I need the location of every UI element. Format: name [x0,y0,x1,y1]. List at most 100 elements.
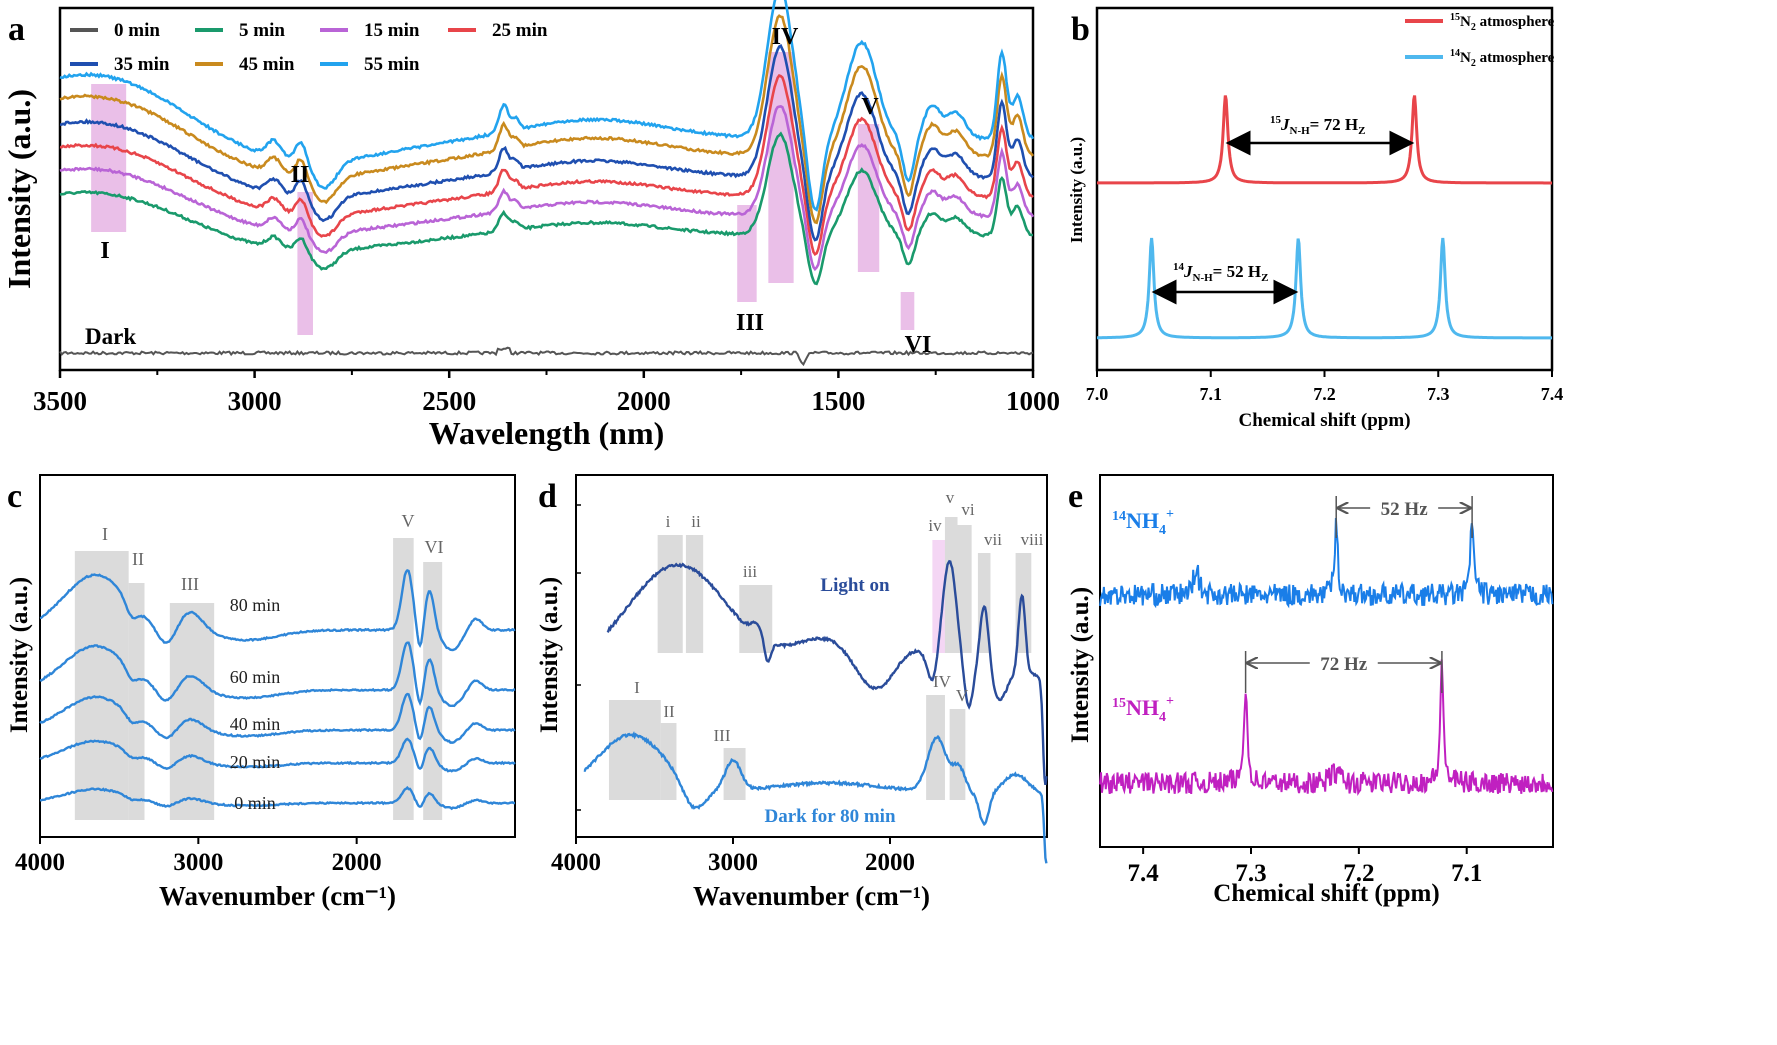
xtick-label-b-2: 7.2 [1313,384,1336,404]
legend-a-label-1: 5 min [239,20,285,41]
legend-a-label-2: 15 min [364,20,420,41]
panel-c: c I II III V VI 80 min 60 min 40 min 20 min 0 min 4… [0,465,530,1045]
xtick-label-d-2: 2000 [865,849,915,876]
band-label-d-dark-2: III [714,726,731,745]
series-c-0-line [39,568,516,652]
xtick-label-c-1: 3000 [173,849,223,876]
band-label-d-light-6: vii [984,530,1002,549]
series-e-0-line [1099,517,1554,609]
band-label-d-dark-3: IV [933,672,952,691]
band-label-a-0: I [100,238,109,264]
band-d-dark-0 [608,700,661,800]
panel-letter-c: c [7,478,22,515]
series-a-4-line [59,44,1034,242]
band-d-light-2 [739,585,773,653]
band-c-1 [128,583,145,820]
band-label-c-2: III [181,574,199,594]
series-d-light-line [606,559,1048,785]
ylabel-e: Intensity (a.u.) [1067,587,1094,743]
j-label-e-0: 52 Hz [1381,499,1429,520]
legend-a-label-6: 55 min [364,54,420,75]
band-label-d-light-0: i [666,512,671,531]
xtick-label-e-2: 7.2 [1343,860,1374,887]
xtick-label-e-3: 7.1 [1451,860,1482,887]
j-label-e-1: 72 Hz [1320,654,1368,675]
band-d-light-1 [685,535,704,653]
series-a-0-line [59,346,1034,367]
band-a-0 [91,84,127,232]
j-label-b-1: 14JN-H= 52 HZ [1173,261,1268,284]
xtick-label-e-1: 7.3 [1235,860,1266,887]
band-label-a-4: V [861,94,879,120]
xtick-label-c-2: 2000 [332,849,382,876]
band-label-c-3: V [402,511,415,531]
legend-a-label-3: 25 min [492,20,548,41]
curve-label-d-1: Dark for 80 min [764,806,895,827]
band-label-a-2: III [736,310,764,336]
xtick-label-e-0: 7.4 [1128,860,1160,887]
series-c-2-line [39,692,516,744]
ylabel-a: Intensity (a.u.) [1,89,37,289]
xtick-label-b-1: 7.1 [1200,384,1223,404]
panel-e: e 14NH4+ 15NH4+ 52 Hz 72 Hz 7.4 7.3 7.2 7.1 Chemi… [1060,465,1777,1045]
ylabel-b: Intensity (a.u.) [1067,137,1086,243]
xlabel-c: Wavenumber (cm⁻¹) [159,881,396,911]
curve-label-d-0: Light on [820,575,890,596]
dark-label-a: Dark [85,324,136,349]
band-d-dark-3 [926,695,945,800]
band-label-a-1: II [291,162,310,188]
series-label-e-1: 15NH4+ [1112,694,1174,725]
series-label-e-0: 14NH4+ [1112,507,1174,538]
plot-frame-c [39,474,516,838]
band-c-2 [169,603,215,820]
band-d-dark-4 [949,709,966,800]
xtick-label-a-0: 3500 [33,386,87,416]
legend-a-label-0: 0 min [114,20,160,41]
ylabel-d: Intensity (a.u.) [536,577,563,733]
band-label-a-3: IV [772,24,799,50]
band-d-light-4 [944,517,958,653]
chart-b-svg: b 15N2 atmosphere 14N2 atmosphere 15JN-H= 7… [1067,6,1564,431]
series-a-2-line [59,105,1035,272]
series-e-1-line [1099,659,1554,797]
curve-label-c-0: 80 min [230,595,281,615]
band-a-4 [857,124,880,272]
band-label-d-dark-0: I [634,678,640,697]
band-d-light-3 [932,540,945,653]
series-b-0-line [1097,95,1552,185]
panel-b: b 15N2 atmosphere 14N2 atmosphere 15JN-H= 7… [1060,0,1777,460]
xtick-label-b-4: 7.4 [1541,384,1564,404]
curve-label-c-2: 40 min [230,714,281,734]
band-d-dark-2 [723,748,746,800]
band-label-d-light-5: vi [961,500,975,519]
xlabel-d: Wavenumber (cm⁻¹) [693,881,930,911]
xtick-label-a-5: 1000 [1006,386,1060,416]
band-label-d-light-3: iv [928,516,942,535]
band-label-d-light-7: viii [1021,530,1044,549]
xlabel-a: Wavelength (nm) [429,415,665,451]
series-a-1-line [59,131,1033,286]
curve-label-c-1: 60 min [230,667,281,687]
plot-frame-d [575,474,1048,838]
series-a-6-line [59,0,1035,212]
band-label-c-0: I [102,524,108,544]
plot-frame-e [1099,474,1554,848]
chart-e-svg: e 14NH4+ 15NH4+ 52 Hz 72 Hz 7.4 7.3 7.2 7.1 Chemi… [1067,474,1554,907]
curve-label-c-3: 20 min [230,752,281,772]
ylabel-c: Intensity (a.u.) [6,577,33,733]
band-label-d-dark-1: II [663,702,675,721]
xtick-label-a-3: 2000 [617,386,671,416]
band-label-d-dark-4: V [956,686,969,705]
series-a-5-line [59,14,1035,225]
curve-label-c-4: 0 min [234,793,276,813]
panel-letter-d: d [538,478,557,515]
legend-b-label-1: 14N2 atmosphere [1450,48,1555,69]
xlabel-b: Chemical shift (ppm) [1238,410,1410,431]
legend-b-label-0: 15N2 atmosphere [1450,12,1555,33]
band-a-5 [900,292,915,330]
panel-letter-e: e [1068,478,1083,515]
band-label-a-5: VI [905,332,932,358]
series-d-dark-line [583,731,1048,864]
xtick-label-a-2: 2500 [422,386,476,416]
